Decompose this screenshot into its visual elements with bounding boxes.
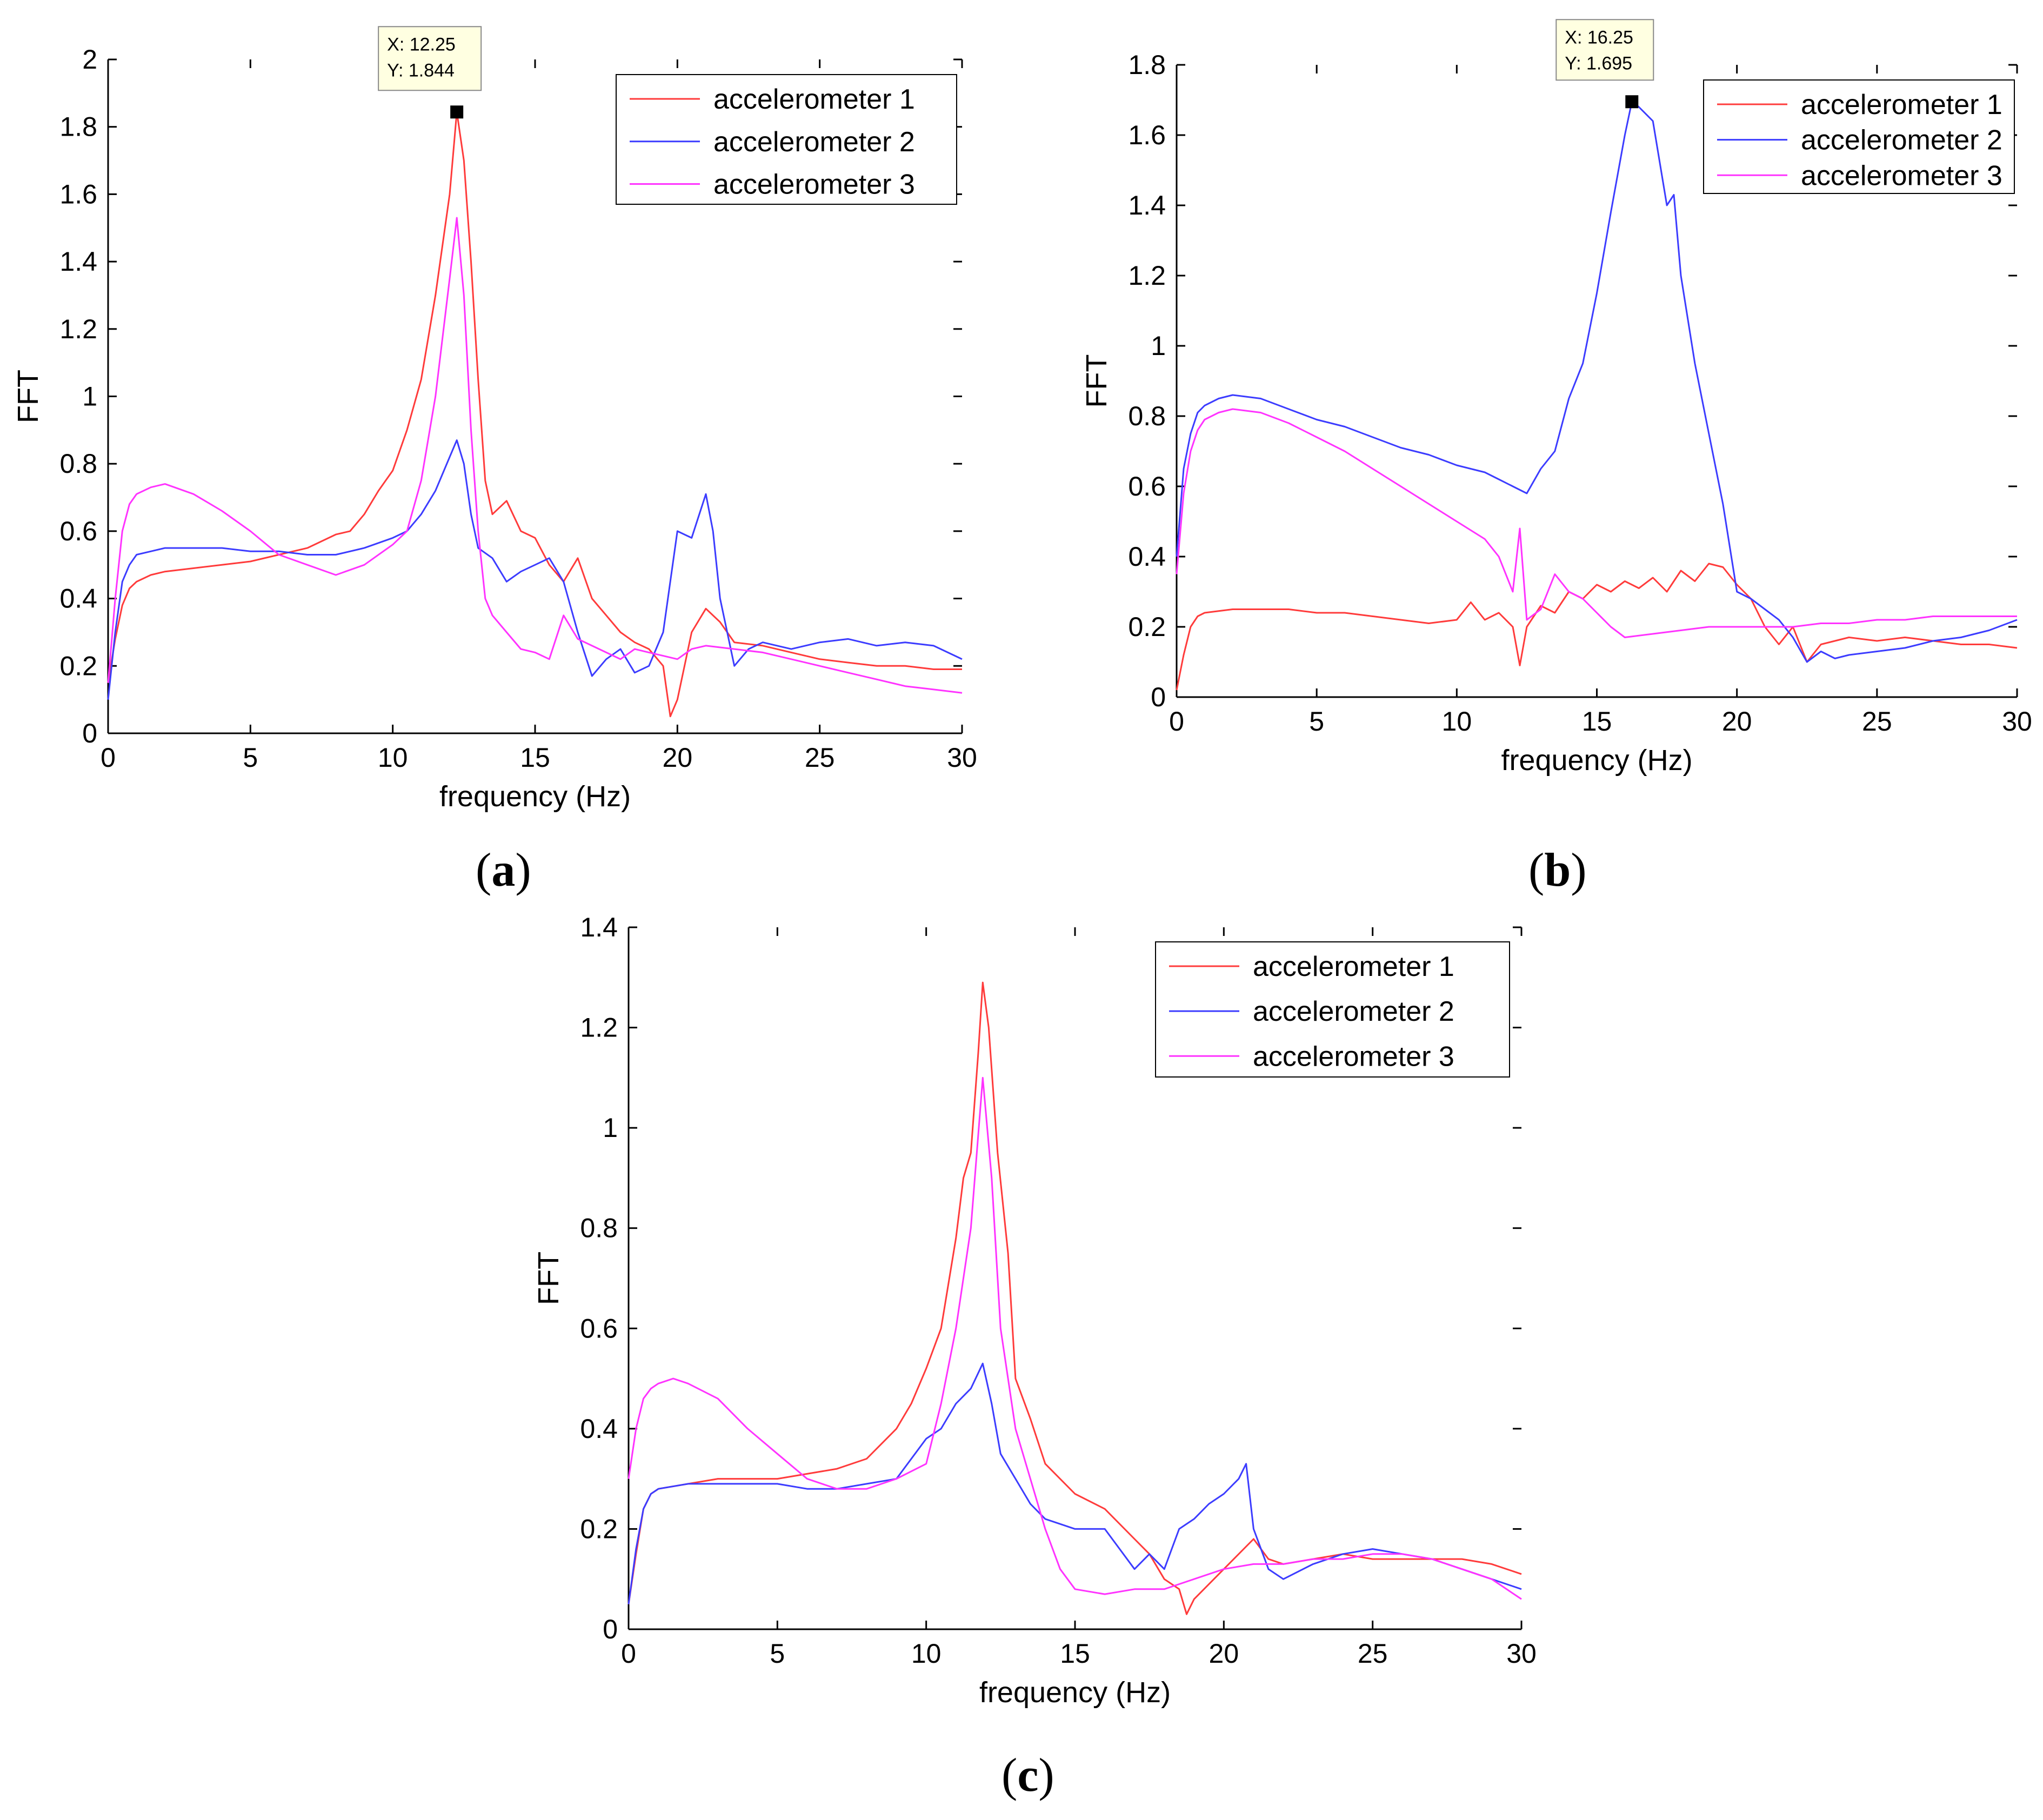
y-tick-label: 1.6 (59, 179, 97, 209)
x-tick-label: 0 (621, 1638, 636, 1669)
legend-box (616, 74, 957, 205)
x-tick-label: 15 (1060, 1638, 1090, 1669)
legend-label-3: accelerometer 3 (1801, 160, 2002, 191)
x-tick-label: 5 (770, 1638, 785, 1669)
series-line-1 (1176, 563, 2018, 691)
y-tick-label: 0.6 (580, 1313, 618, 1343)
legend: accelerometer 1 accelerometer 2 accelerome… (1703, 79, 2015, 194)
y-tick-label: 1.4 (580, 912, 618, 942)
datatip: X: 16.25 Y: 1.695 (1555, 19, 1654, 81)
series-line-3 (107, 217, 963, 694)
y-tick-label: 0 (1151, 682, 1166, 712)
x-tick-label: 30 (947, 742, 977, 773)
series-line-1 (107, 111, 962, 718)
legend-label-3: accelerometer 3 (713, 169, 915, 200)
y-tick-label: 1.6 (1128, 120, 1166, 150)
x-tick-label: 30 (2002, 706, 2032, 737)
datatip-marker (450, 105, 464, 119)
y-tick-label: 0 (82, 718, 97, 748)
series-line-3 (1176, 408, 2017, 638)
datatip-y-text: Y: 1.844 (387, 60, 455, 81)
legend-label-1: accelerometer 1 (1801, 89, 2002, 121)
panel-label-a: (a) (476, 844, 531, 896)
y-tick-label: 0.4 (59, 584, 97, 614)
chart-panel-b: 0 5 10 15 20 25 30 0 0.2 0.4 0.6 0.8 1 1.2 1.4 1.6 1.8 fr… (1080, 19, 2032, 777)
y-tick-label: 0.2 (1128, 612, 1166, 642)
y-tick-label: 1.4 (1128, 190, 1166, 220)
x-tick-label: 25 (805, 742, 835, 773)
panel-label-c: (c) (1002, 1749, 1054, 1802)
series-line-2 (107, 439, 963, 700)
legend-label-2: accelerometer 2 (713, 126, 915, 158)
series-line-3 (627, 1076, 1522, 1600)
y-tick-label: 0.4 (580, 1414, 618, 1444)
legend: accelerometer 1 accelerometer 2 accelerome… (1155, 941, 1510, 1078)
x-tick-label: 20 (663, 742, 693, 773)
x-tick-label: 10 (378, 742, 408, 773)
y-tick-label: 0.2 (580, 1514, 618, 1544)
panel-label-b: (b) (1528, 844, 1587, 896)
y-tick-label: 1.2 (1128, 260, 1166, 291)
x-tick-label: 0 (1169, 706, 1184, 737)
series-line-2 (1176, 101, 2018, 663)
x-tick-label: 25 (1358, 1638, 1388, 1669)
legend-label-3: accelerometer 3 (1253, 1041, 1454, 1072)
x-axis-label: frequency (Hz) (439, 780, 631, 813)
series-line-2 (627, 1362, 1522, 1604)
legend-label-2: accelerometer 2 (1801, 125, 2002, 156)
y-tick-label: 0.6 (59, 516, 97, 546)
legend-box (1155, 941, 1510, 1078)
x-tick-label: 15 (520, 742, 550, 773)
x-axis-label: frequency (Hz) (979, 1676, 1171, 1709)
datatip-marker (1625, 95, 1639, 109)
x-tick-label: 5 (243, 742, 258, 773)
x-tick-label: 10 (1442, 706, 1472, 737)
y-tick-label: 0 (603, 1614, 618, 1644)
x-axis-label: frequency (Hz) (1501, 744, 1692, 777)
y-tick-label: 0.2 (59, 651, 97, 681)
datatip-box (378, 26, 482, 91)
datatip-x-text: X: 16.25 (1565, 27, 1633, 48)
datatip-box (1555, 19, 1654, 81)
y-tick-label: 1 (603, 1113, 618, 1143)
x-tick-label: 10 (911, 1638, 942, 1669)
x-tick-label: 20 (1722, 706, 1752, 737)
y-tick-label: 1.8 (59, 112, 97, 142)
datatip-x-text: X: 12.25 (387, 34, 456, 55)
legend-label-1: accelerometer 1 (1253, 951, 1454, 982)
y-tick-label: 1.8 (1128, 50, 1166, 80)
datatip-y-text: Y: 1.695 (1565, 53, 1632, 73)
panel-label-b-letter: b (1544, 844, 1571, 896)
panel-label-c-letter: c (1017, 1749, 1039, 1802)
legend: accelerometer 1 accelerometer 2 accelerome… (616, 74, 957, 205)
x-tick-label: 5 (1309, 706, 1324, 737)
y-tick-label: 0.4 (1128, 541, 1166, 572)
chart-panel-a: 0 5 10 15 20 25 30 0 0.2 0.4 0.6 0.8 1 1.2 1.4 1.6 1.8 2 f… (12, 26, 977, 813)
y-tick-label: 1 (1151, 331, 1166, 361)
datatip: X: 12.25 Y: 1.844 (378, 26, 482, 91)
legend-label-2: accelerometer 2 (1253, 996, 1454, 1027)
y-tick-label: 1.2 (59, 314, 97, 344)
x-tick-label: 0 (101, 742, 116, 773)
legend-label-1: accelerometer 1 (713, 84, 915, 115)
y-axis-label: FFT (532, 1252, 565, 1305)
x-tick-label: 20 (1209, 1638, 1239, 1669)
y-tick-label: 2 (82, 44, 97, 75)
x-tick-label: 25 (1862, 706, 1892, 737)
y-tick-label: 1.2 (580, 1013, 618, 1043)
y-axis-label: FFT (12, 370, 44, 423)
y-tick-label: 0.8 (1128, 401, 1166, 431)
y-tick-label: 0.8 (580, 1213, 618, 1243)
y-tick-label: 1 (82, 382, 97, 412)
x-tick-label: 15 (1582, 706, 1612, 737)
y-tick-label: 0.8 (59, 449, 97, 479)
y-axis-label: FFT (1080, 354, 1113, 408)
y-tick-label: 0.6 (1128, 471, 1166, 501)
x-tick-label: 30 (1506, 1638, 1537, 1669)
y-tick-label: 1.4 (59, 246, 97, 277)
panel-label-a-letter: a (491, 844, 516, 896)
chart-panel-c: 0 5 10 15 20 25 30 0 0.2 0.4 0.6 0.8 1 1.2 1.4 frequenc… (532, 912, 1537, 1709)
